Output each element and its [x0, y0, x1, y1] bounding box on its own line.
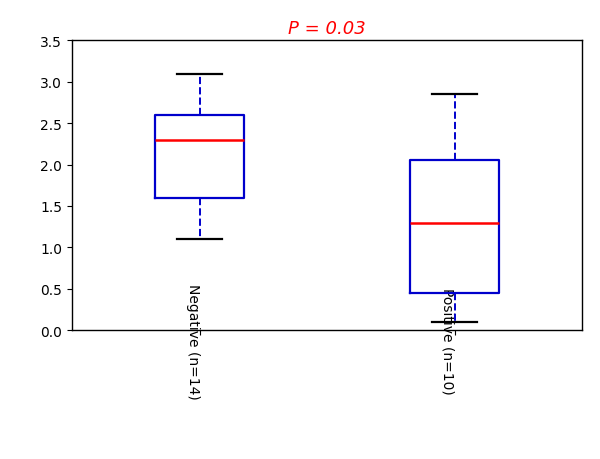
Title: P = 0.03: P = 0.03 — [288, 20, 366, 39]
